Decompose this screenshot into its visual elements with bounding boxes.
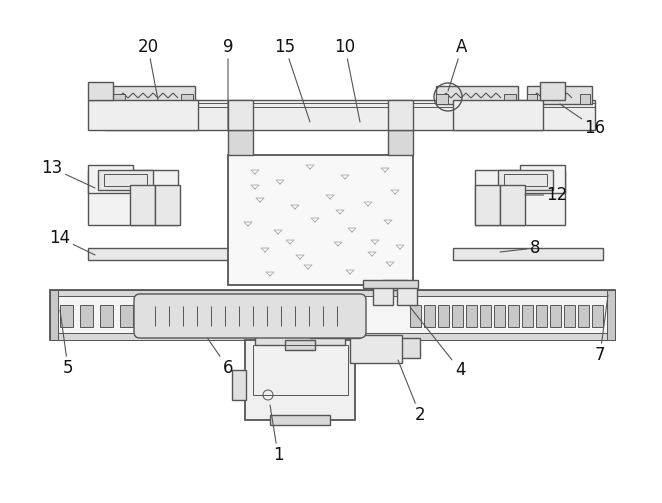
Bar — [50, 290, 615, 296]
Bar — [592, 305, 603, 327]
Bar — [120, 305, 133, 327]
Bar — [155, 185, 180, 225]
Bar — [100, 305, 113, 327]
Bar — [105, 100, 595, 130]
Bar — [373, 287, 393, 305]
Bar — [228, 100, 253, 130]
Bar — [436, 86, 518, 104]
Bar — [504, 94, 516, 104]
Bar — [228, 155, 413, 285]
Bar — [438, 305, 449, 327]
Bar — [480, 305, 491, 327]
Text: 20: 20 — [138, 38, 159, 100]
Bar — [60, 305, 73, 327]
Text: 9: 9 — [222, 38, 233, 130]
Bar — [80, 305, 93, 327]
Bar — [453, 248, 603, 260]
Bar — [253, 345, 348, 395]
Bar — [578, 305, 589, 327]
Bar — [395, 338, 420, 358]
Bar — [498, 170, 553, 190]
Text: 7: 7 — [594, 295, 608, 364]
Text: A: A — [448, 38, 467, 91]
Bar — [302, 340, 402, 355]
Bar — [363, 280, 418, 288]
Bar — [452, 305, 463, 327]
Bar — [88, 100, 198, 130]
Bar — [475, 185, 500, 225]
Text: 15: 15 — [275, 38, 310, 122]
Bar — [255, 330, 345, 345]
Bar — [397, 287, 417, 305]
Bar — [388, 100, 413, 130]
Text: 5: 5 — [60, 310, 73, 377]
Bar — [310, 320, 360, 338]
Text: 1: 1 — [270, 405, 283, 464]
Bar — [424, 305, 435, 327]
Bar — [536, 305, 547, 327]
Bar — [104, 174, 147, 186]
Text: 8: 8 — [500, 239, 540, 257]
Bar — [607, 290, 615, 340]
Bar — [475, 170, 565, 225]
Bar — [181, 94, 193, 104]
Bar — [245, 340, 355, 420]
Text: 14: 14 — [50, 229, 95, 255]
Bar — [228, 130, 253, 155]
Bar — [527, 94, 537, 104]
Bar — [580, 94, 590, 104]
Bar — [98, 170, 153, 190]
Bar — [453, 100, 543, 130]
Text: 6: 6 — [195, 320, 233, 377]
Bar — [350, 335, 402, 363]
Bar — [522, 305, 533, 327]
Bar — [130, 185, 155, 225]
Bar — [527, 86, 592, 104]
Bar — [520, 165, 565, 193]
Bar — [494, 305, 505, 327]
Bar — [113, 86, 195, 104]
Bar — [383, 280, 408, 290]
Bar — [88, 248, 253, 260]
Text: 12: 12 — [525, 186, 567, 204]
Bar — [232, 370, 246, 400]
Bar — [410, 305, 421, 327]
Text: 10: 10 — [334, 38, 360, 122]
Bar — [466, 305, 477, 327]
Bar — [88, 82, 113, 100]
Bar — [50, 290, 58, 340]
Text: 4: 4 — [410, 307, 465, 379]
Bar — [50, 333, 615, 340]
Bar — [550, 305, 561, 327]
Bar — [285, 340, 315, 350]
Bar — [88, 170, 178, 225]
Bar — [270, 415, 330, 425]
Bar — [508, 305, 519, 327]
Bar — [564, 305, 575, 327]
Bar — [500, 185, 525, 225]
Text: 13: 13 — [41, 159, 95, 188]
FancyBboxPatch shape — [134, 294, 366, 338]
Bar — [540, 82, 565, 100]
Text: 16: 16 — [560, 104, 606, 137]
Bar — [504, 174, 547, 186]
Bar — [388, 130, 413, 155]
Text: 2: 2 — [398, 360, 425, 424]
Bar — [113, 94, 125, 104]
Bar — [436, 94, 448, 104]
Bar — [50, 290, 615, 340]
Bar — [88, 165, 133, 193]
